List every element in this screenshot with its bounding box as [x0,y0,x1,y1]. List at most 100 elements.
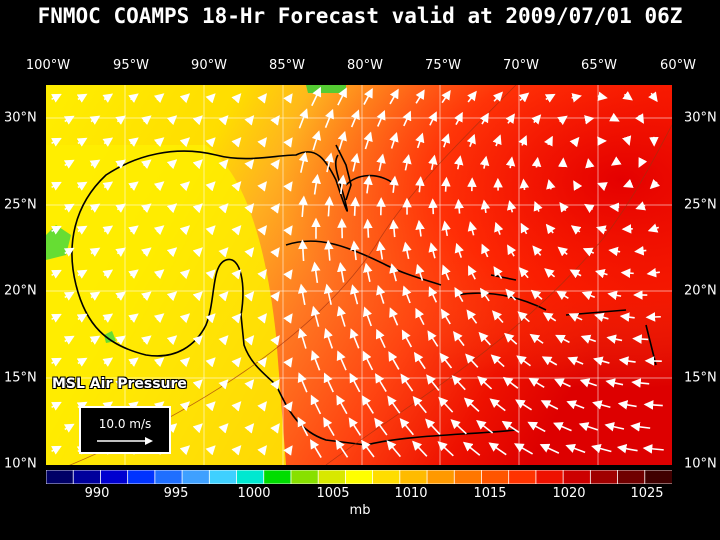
wind-vector-arrow [231,313,242,324]
colorbar-swatch [617,470,646,484]
wind-vector-arrow [546,179,556,190]
pressure-colorbar [46,470,672,484]
wind-vector-arrow [528,377,545,389]
wind-vector-arrow [505,113,515,124]
wind-vector-arrow [51,225,62,235]
wind-vector-arrow [437,441,454,457]
wind-vector-arrow [389,263,399,282]
wind-vector-arrow [425,418,441,435]
wind-vector-arrow [76,357,88,367]
wind-vector-arrow [488,442,507,456]
wind-vector-arrow [205,137,216,148]
wind-vector-arrow [454,111,463,126]
wind-vector-arrow [570,225,582,235]
wind-vector-arrow [128,137,139,148]
wind-vector-arrow [463,397,480,412]
wind-vector-arrow [283,181,293,192]
wind-vector-arrow [115,247,126,257]
wind-vector-arrow [441,90,451,104]
wind-vector-arrow [389,88,399,105]
wind-vector-arrow [569,136,580,148]
wind-vector-arrow [541,356,558,366]
wind-vector-arrow [532,245,543,256]
wind-vector-arrow [465,353,479,368]
colorbar-swatch [208,470,238,484]
wind-vector-arrow [428,111,437,126]
wind-vector-arrow [507,244,517,257]
colorbar-swatch [589,470,619,484]
wind-vector-arrow [501,420,520,433]
lon-label-80w: 80°W [347,58,383,73]
wind-vector-arrow [581,291,596,301]
wind-vector-arrow [63,159,75,169]
wind-vector-arrow [647,223,659,233]
wind-vector-arrow [89,203,101,213]
wind-vector-arrow [481,243,490,258]
wind-vector-arrow [102,313,114,323]
wind-vector-arrow [376,153,386,172]
wind-vector-arrow [102,225,114,235]
vector-reference-label: 10.0 m/s [98,417,152,431]
wind-vector-arrow [205,181,216,192]
wind-vector-arrow [337,130,347,150]
wind-vector-arrow [413,351,426,370]
lon-label-90w: 90°W [191,58,227,73]
wind-vector-arrow [324,152,334,173]
wind-vector-arrow [231,225,242,236]
wind-vector-arrow [619,312,635,322]
wind-vector-arrow [192,115,203,126]
wind-vector-arrow [597,182,608,192]
wind-vector-arrow [141,335,152,346]
wind-vector-arrow [166,291,178,302]
wind-vector-arrow [244,159,255,170]
wind-vector-arrow [630,422,651,432]
colorbar-label-990: 990 [84,486,110,501]
wind-vector-arrow [218,159,229,170]
wind-vector-arrow [618,356,636,366]
wind-vector-arrow [76,313,88,323]
wind-vector-arrow [568,313,583,322]
reference-arrow-icon [97,437,153,445]
wind-vector-arrow [609,202,620,213]
wind-vector-arrow [323,416,335,437]
lat-label-15n-right: 15°N [684,370,717,386]
wind-vector-arrow [141,115,152,126]
wind-vector-arrow [298,108,309,129]
wind-vector-arrow [518,92,530,103]
wind-vector-arrow [399,418,414,436]
lat-label-15n-left: 15°N [4,370,37,386]
wind-vector-arrow [363,175,373,194]
wind-vector-arrow [462,441,481,456]
wind-vector-arrow [415,132,425,149]
wind-vector-arrow [349,328,360,349]
wind-vector-arrow [311,86,322,107]
wind-vector-arrow [441,220,451,237]
wind-vector-arrow [337,261,347,283]
wind-vector-arrow [205,225,216,236]
colorbar-swatch [46,470,75,484]
wind-vector-arrow [450,419,467,435]
wind-vector-arrow [270,115,280,126]
wind-vector-arrow [179,137,191,148]
colorbar-swatch [317,470,347,484]
wind-vector-arrow [297,416,309,437]
wind-vector-arrow [592,400,611,410]
wind-vector-arrow [51,401,62,411]
wind-vector-arrow [179,93,191,104]
lon-label-70w: 70°W [503,58,539,73]
wind-vector-arrow [648,91,658,103]
vector-reference-box: 10.0 m/s [79,406,171,454]
wind-vector-arrow [412,440,428,457]
wind-vector-arrow [582,247,595,257]
wind-vector-arrow [257,93,267,104]
wind-vector-arrow [335,439,349,458]
wind-vector-arrow [540,400,559,410]
wind-vector-arrow [529,333,544,344]
wind-vector-arrow [115,203,126,213]
wind-vector-arrow [479,112,489,125]
wind-vector-arrow [231,269,242,280]
colorbar-swatch [508,470,537,484]
wind-vector-arrow [376,110,386,127]
colorbar-swatch [481,470,510,484]
wind-vector-arrow [440,308,451,325]
